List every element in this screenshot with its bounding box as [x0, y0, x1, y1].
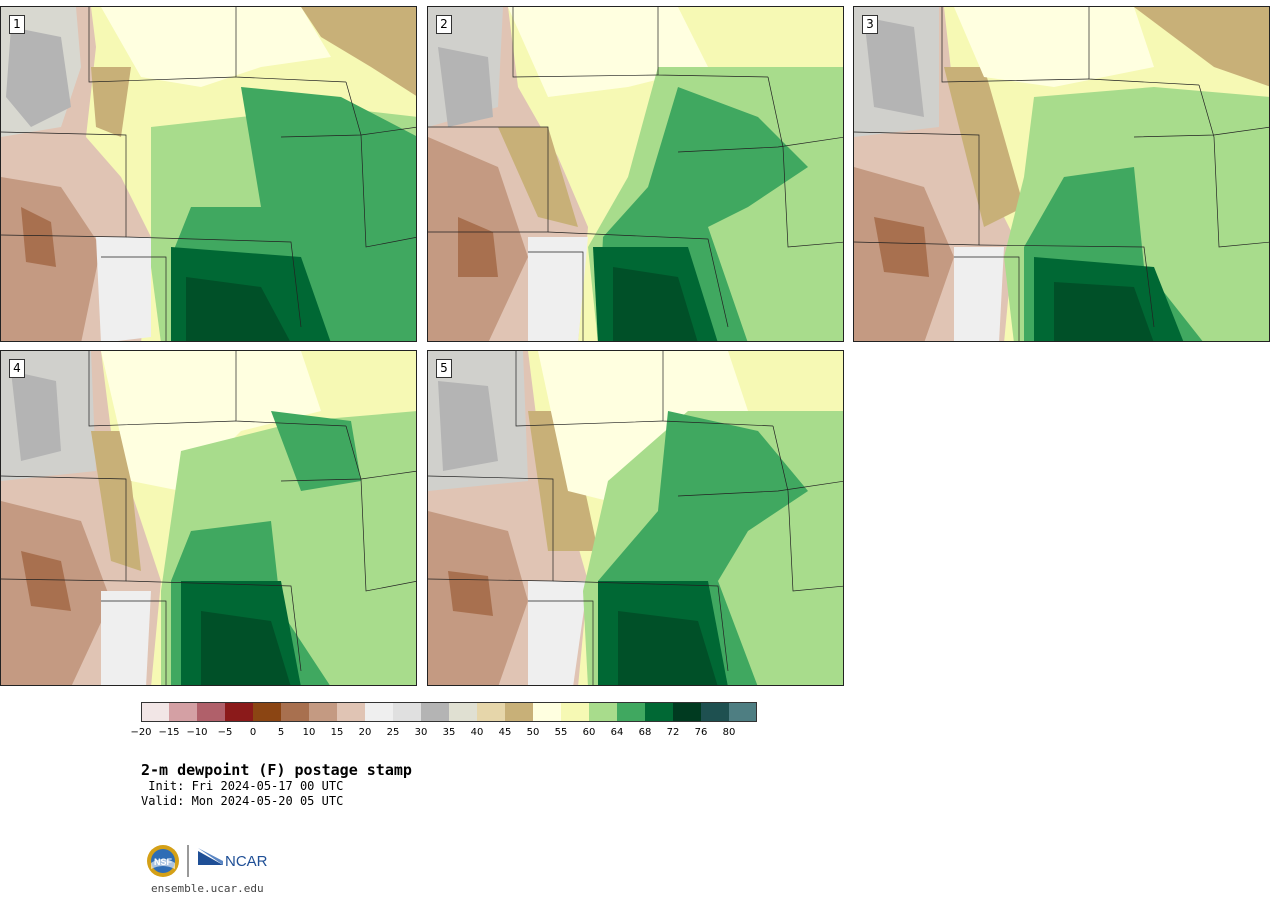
dewpoint-map-2 — [428, 7, 843, 341]
colorbar-swatch — [701, 702, 730, 722]
colorbar-swatch — [365, 702, 394, 722]
figure-title: 2-m dewpoint (F) postage stamp — [141, 761, 412, 779]
colorbar-border — [141, 702, 757, 722]
colorbar-tick-labels: −20 −15 −10 −5 0 5 10 15 20 25 30 35 40 45 50 55 60 64 68 7… — [130, 727, 781, 741]
colorbar-tick-label: 76 — [694, 727, 708, 738]
valid-time: Valid: Mon 2024-05-20 05 UTC — [141, 794, 344, 808]
colorbar-tick-label: 50 — [526, 727, 540, 738]
colorbar-swatch — [253, 702, 282, 722]
panel-number-label: 3 — [862, 15, 878, 34]
dewpoint-map-3 — [854, 7, 1269, 341]
colorbar-swatch — [645, 702, 674, 722]
colorbar-tick-label: 0 — [249, 727, 257, 738]
colorbar-tick-label: 35 — [442, 727, 456, 738]
colorbar-swatch — [589, 702, 618, 722]
panel-number-label: 2 — [436, 15, 452, 34]
colorbar-swatch — [505, 702, 534, 722]
colorbar-tick-label: −20 — [130, 727, 152, 738]
colorbar-swatch — [281, 702, 310, 722]
colorbar-swatch — [729, 702, 757, 722]
colorbar-swatch — [337, 702, 366, 722]
member-panel-2: 2 — [427, 6, 844, 342]
logo-block: NSF NCAR — [145, 843, 275, 879]
colorbar-swatch — [309, 702, 338, 722]
colorbar-tick-label: 20 — [358, 727, 372, 738]
colorbar-swatch — [449, 702, 478, 722]
nsf-ncar-logo: NSF NCAR — [147, 845, 268, 877]
nsf-logo-text: NSF — [154, 857, 173, 867]
dewpoint-colorbar — [141, 702, 757, 722]
colorbar-tick-label: 10 — [302, 727, 316, 738]
panel-number-label: 1 — [9, 15, 25, 34]
colorbar-tick-label: −15 — [158, 727, 180, 738]
colorbar-tick-label: −10 — [186, 727, 208, 738]
colorbar-swatch — [477, 702, 506, 722]
ncar-logo-text: NCAR — [225, 853, 268, 870]
colorbar-tick-label: 55 — [554, 727, 568, 738]
panel-number-label: 4 — [9, 359, 25, 378]
colorbar-tick-label: 68 — [638, 727, 652, 738]
colorbar-tick-label: 30 — [414, 727, 428, 738]
colorbar-tick-label: −5 — [217, 727, 233, 738]
member-panel-5: 5 — [427, 350, 844, 686]
colorbar-swatch — [197, 702, 226, 722]
member-panel-3: 3 — [853, 6, 1270, 342]
dewpoint-map-4 — [1, 351, 416, 685]
colorbar-swatch — [617, 702, 646, 722]
colorbar-swatch — [421, 702, 450, 722]
colorbar-tick-label: 40 — [470, 727, 484, 738]
colorbar-swatch — [673, 702, 702, 722]
colorbar-swatch — [225, 702, 254, 722]
colorbar-tick-label: 45 — [498, 727, 512, 738]
colorbar-swatch — [393, 702, 422, 722]
dewpoint-map-1 — [1, 7, 416, 341]
colorbar-swatch — [533, 702, 562, 722]
colorbar-tick-label: 5 — [277, 727, 285, 738]
colorbar-swatch — [141, 702, 170, 722]
panel-number-label: 5 — [436, 359, 452, 378]
dewpoint-map-5 — [428, 351, 843, 685]
colorbar-tick-label: 15 — [330, 727, 344, 738]
colorbar-tick-label: 60 — [582, 727, 596, 738]
colorbar-tick-label: 72 — [666, 727, 680, 738]
colorbar-swatch — [169, 702, 198, 722]
colorbar-tick-label: 64 — [610, 727, 624, 738]
site-url: ensemble.ucar.edu — [151, 882, 264, 895]
colorbar-tick-label: 25 — [386, 727, 400, 738]
init-time: Init: Fri 2024-05-17 00 UTC — [141, 779, 344, 793]
colorbar-swatch — [561, 702, 590, 722]
colorbar-tick-label: 80 — [722, 727, 736, 738]
member-panel-1: 1 — [0, 6, 417, 342]
member-panel-4: 4 — [0, 350, 417, 686]
